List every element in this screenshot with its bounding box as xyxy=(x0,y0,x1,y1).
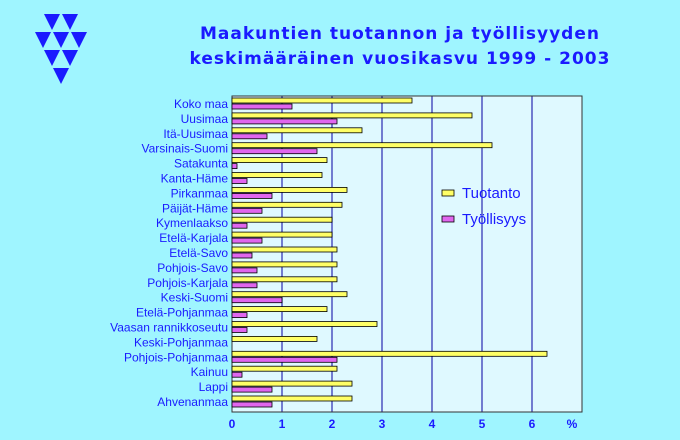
bar-tuotanto xyxy=(231,186,348,193)
bar-tyollisyys xyxy=(231,282,258,289)
bar-tyollisyys xyxy=(231,103,293,110)
bar-tuotanto xyxy=(231,321,378,327)
bar-tuotanto xyxy=(231,231,333,238)
bar-tuotanto xyxy=(231,261,338,268)
bar-tuotanto xyxy=(231,172,323,178)
bar-tuotanto xyxy=(231,201,343,208)
bar-tyollisyys xyxy=(231,178,248,184)
x-unit-label: % xyxy=(567,417,578,431)
x-tick-label: 5 xyxy=(479,417,486,431)
bar-tuotanto xyxy=(231,246,338,253)
category-label: Pirkanmaa xyxy=(171,186,229,200)
bar-tuotanto xyxy=(231,216,333,223)
legend-swatch xyxy=(441,215,455,223)
category-label: Ahvenanmaa xyxy=(157,395,228,409)
bar-tuotanto xyxy=(231,276,338,283)
category-label: Vaasan rannikkoseutu xyxy=(110,321,228,335)
bar-tyollisyys xyxy=(231,371,243,378)
legend-label: Tuotanto xyxy=(462,185,521,202)
bar-tuotanto xyxy=(231,395,353,402)
bar-tyollisyys xyxy=(231,312,248,319)
bar-tyollisyys xyxy=(231,327,248,333)
x-tick-label: 0 xyxy=(229,417,236,431)
category-label: Etelä-Karjala xyxy=(159,231,228,245)
x-tick-label: 2 xyxy=(329,417,336,431)
bar-tuotanto xyxy=(231,142,493,149)
chart-title: Maakuntien tuotannon ja työllisyyden kes… xyxy=(130,22,670,72)
x-tick-label: 1 xyxy=(279,417,286,431)
category-label: Satakunta xyxy=(174,157,228,171)
bar-tuotanto xyxy=(231,157,328,164)
bar-tuotanto xyxy=(231,291,348,298)
category-label: Keski-Pohjanmaa xyxy=(134,335,228,349)
bar-tyollisyys xyxy=(231,148,318,155)
bar-tyollisyys xyxy=(231,118,338,125)
bar-tyollisyys xyxy=(231,356,338,363)
category-label: Keski-Suomi xyxy=(161,291,228,305)
category-label: Itä-Uusimaa xyxy=(163,127,228,141)
category-label: Kainuu xyxy=(191,365,228,379)
category-label: Koko maa xyxy=(174,97,228,111)
category-label: Etelä-Savo xyxy=(169,246,228,260)
x-tick-label: 4 xyxy=(429,417,436,431)
bar-tuotanto xyxy=(231,306,328,313)
category-label: Pohjois-Savo xyxy=(157,261,228,275)
legend-swatch xyxy=(441,189,455,197)
category-label: Pohjois-Karjala xyxy=(147,276,228,290)
bar-tuotanto xyxy=(231,380,353,387)
bar-tuotanto xyxy=(231,365,338,372)
bar-tyollisyys xyxy=(231,297,283,304)
bar-tuotanto xyxy=(231,350,548,357)
bar-tuotanto xyxy=(231,127,363,134)
bar-tyollisyys xyxy=(231,222,248,229)
bar-tyollisyys xyxy=(231,401,273,408)
category-label: Varsinais-Suomi xyxy=(142,142,228,156)
logo-icon xyxy=(30,14,90,91)
bar-tuotanto xyxy=(231,112,473,119)
bar-tyollisyys xyxy=(231,192,273,199)
category-label: Uusimaa xyxy=(181,112,229,126)
bar-tuotanto xyxy=(231,335,318,342)
bar-tyollisyys xyxy=(231,237,263,244)
bar-tuotanto xyxy=(231,97,413,104)
x-tick-label: 6 xyxy=(529,417,536,431)
bar-tyollisyys xyxy=(231,386,273,393)
category-label: Kanta-Häme xyxy=(161,172,229,186)
category-label: Kymenlaakso xyxy=(156,216,228,230)
x-tick-label: 3 xyxy=(379,417,386,431)
category-label: Lappi xyxy=(199,380,228,394)
bar-tyollisyys xyxy=(231,133,268,140)
category-label: Pohjois-Pohjanmaa xyxy=(124,350,228,364)
legend-label: Työllisyys xyxy=(462,211,526,228)
bar-tyollisyys xyxy=(231,163,238,170)
bar-tyollisyys xyxy=(231,267,258,274)
bar-tyollisyys xyxy=(231,207,263,214)
category-label: Päijät-Häme xyxy=(162,201,228,215)
category-label: Etelä-Pohjanmaa xyxy=(136,306,228,320)
chart-title-line2: keskimääräinen vuosikasvu 1999 - 2003 xyxy=(189,49,611,69)
bar-tyollisyys xyxy=(231,252,253,259)
chart-title-line1: Maakuntien tuotannon ja työllisyyden xyxy=(200,24,600,44)
